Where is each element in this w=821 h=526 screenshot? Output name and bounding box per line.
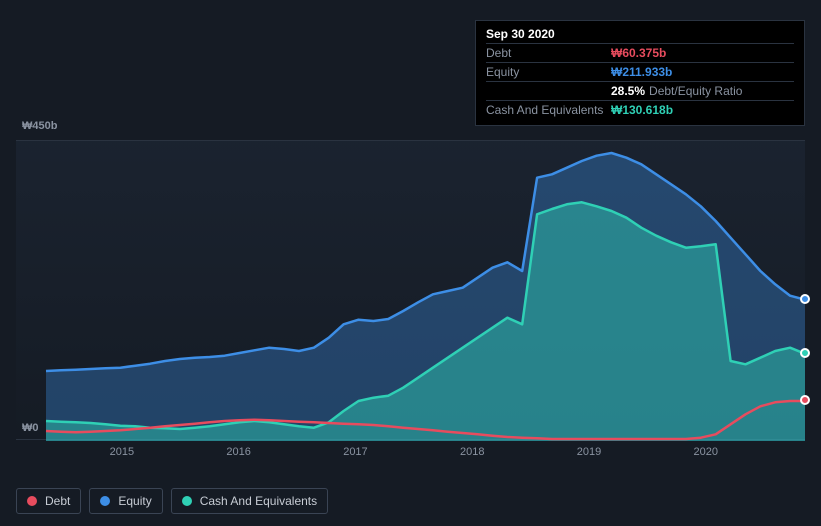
tooltip-row-value: 28.5%Debt/Equity Ratio <box>611 84 742 98</box>
legend-label: Debt <box>45 494 70 508</box>
x-tick: 2019 <box>577 446 601 458</box>
tooltip-row-value: ₩211.933b <box>611 65 672 79</box>
legend-item-debt[interactable]: Debt <box>16 488 81 514</box>
tooltip-row-value: ₩60.375b <box>611 46 666 60</box>
tooltip-row-value: ₩130.618b <box>611 103 673 117</box>
chart-legend: Debt Equity Cash And Equivalents <box>16 488 328 514</box>
x-tick: 2016 <box>226 446 250 458</box>
equity-end-marker <box>800 294 810 304</box>
tooltip-row-label <box>486 84 611 98</box>
legend-swatch <box>182 496 192 506</box>
tooltip-row: 28.5%Debt/Equity Ratio <box>486 81 794 100</box>
legend-swatch <box>27 496 37 506</box>
tooltip-row: Debt₩60.375b <box>486 43 794 62</box>
legend-item-equity[interactable]: Equity <box>89 488 162 514</box>
tooltip-row-label: Equity <box>486 65 611 79</box>
x-tick: 2015 <box>110 446 134 458</box>
legend-swatch <box>100 496 110 506</box>
chart-svg <box>16 141 805 441</box>
chart-tooltip: Sep 30 2020 Debt₩60.375bEquity₩211.933b2… <box>475 20 805 126</box>
debt-equity-chart: ₩450b ₩0 201520162017201820192020 <box>16 116 805 466</box>
debt-end-marker <box>800 395 810 405</box>
chart-plot-area <box>16 140 805 440</box>
tooltip-date: Sep 30 2020 <box>486 27 794 41</box>
cash-end-marker <box>800 348 810 358</box>
legend-label: Equity <box>118 494 151 508</box>
x-tick: 2017 <box>343 446 367 458</box>
x-tick: 2020 <box>693 446 717 458</box>
legend-item-cash[interactable]: Cash And Equivalents <box>171 488 328 514</box>
tooltip-row-label: Cash And Equivalents <box>486 103 611 117</box>
tooltip-row-label: Debt <box>486 46 611 60</box>
tooltip-row: Cash And Equivalents₩130.618b <box>486 100 794 119</box>
legend-label: Cash And Equivalents <box>200 494 317 508</box>
x-tick: 2018 <box>460 446 484 458</box>
tooltip-row: Equity₩211.933b <box>486 62 794 81</box>
